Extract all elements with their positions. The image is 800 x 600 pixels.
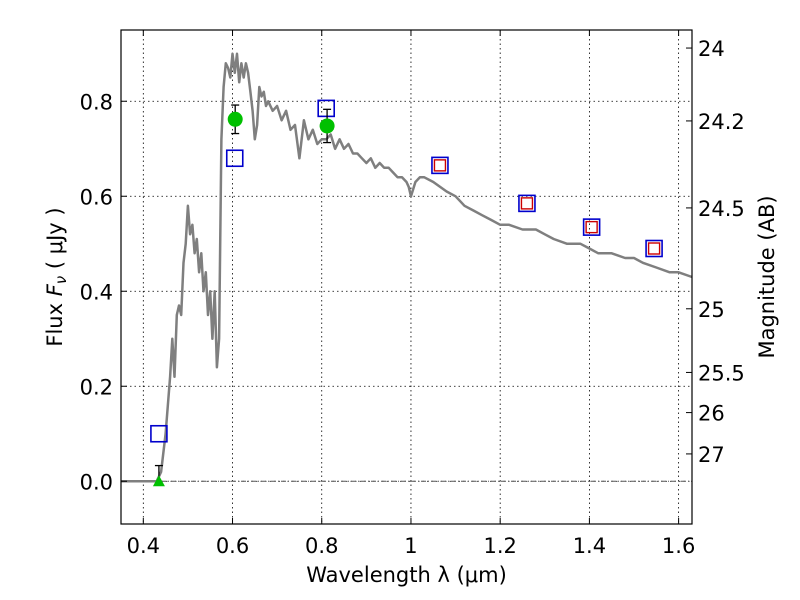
- y-axis-right-title: Magnitude (AB): [755, 195, 779, 358]
- y-axis-left-title: Flux Fν ( μJy ): [43, 207, 70, 346]
- x-tick-label: 1.2: [483, 534, 516, 558]
- x-tick-label: 1.6: [662, 534, 695, 558]
- x-axis-title: Wavelength λ (μm): [306, 563, 507, 587]
- y-left-title-sub: ν: [52, 276, 70, 284]
- mag-tick-label: 26: [698, 402, 725, 426]
- mag-tick-label: 24.2: [698, 110, 745, 134]
- red-photometry-marker: [585, 220, 598, 234]
- model-photometry-marker: [225, 149, 244, 168]
- x-tick-label: 1: [404, 534, 417, 558]
- y-tick-label: 0.8: [80, 90, 113, 114]
- x-tick-label: 1.4: [573, 534, 606, 558]
- y-left-title-var: F: [43, 283, 67, 296]
- model-photometry-marker: [150, 424, 168, 443]
- mag-tick-label: 24.5: [698, 197, 745, 221]
- mag-tick-label: 27: [698, 443, 725, 467]
- x-tick-label: 0.6: [216, 534, 249, 558]
- model-photometry-marker: [317, 99, 336, 118]
- y-left-title-prefix: Flux: [43, 296, 67, 346]
- observed-flux-marker: [227, 111, 243, 127]
- y-tick-label: 0.6: [80, 185, 113, 209]
- upper-limit-marker: [152, 475, 165, 487]
- y-tick-label: 0.2: [80, 375, 113, 399]
- mag-tick-label: 25.5: [698, 361, 745, 385]
- model-spectrum-line: [121, 52, 693, 483]
- tick-layer: 0.4 0.6 0.8 1 1.2 1.4 1.6 0.0 0.2 0.4 0.6 0.8 24 24.2…: [80, 30, 745, 558]
- model-photometry-marker: [518, 194, 536, 213]
- x-tick-label: 0.4: [127, 534, 160, 558]
- red-photometry-marker: [433, 159, 447, 172]
- y-tick-label: 0.0: [80, 470, 113, 494]
- model-photometry-marker: [582, 218, 601, 236]
- y-left-title-suffix: ( μJy ): [43, 207, 67, 275]
- model-photometry-marker: [431, 156, 449, 175]
- mag-tick-label: 24: [698, 37, 725, 61]
- x-tick-label: 0.8: [305, 534, 338, 558]
- plot-frame: [120, 29, 693, 525]
- observed-flux-marker: [319, 118, 335, 134]
- mag-tick-label: 25: [698, 298, 725, 322]
- model-photometry-marker: [645, 239, 663, 258]
- data-layer: [121, 52, 693, 487]
- red-photometry-marker: [647, 242, 661, 255]
- y-tick-label: 0.4: [80, 280, 113, 304]
- red-photometry-marker: [520, 197, 534, 210]
